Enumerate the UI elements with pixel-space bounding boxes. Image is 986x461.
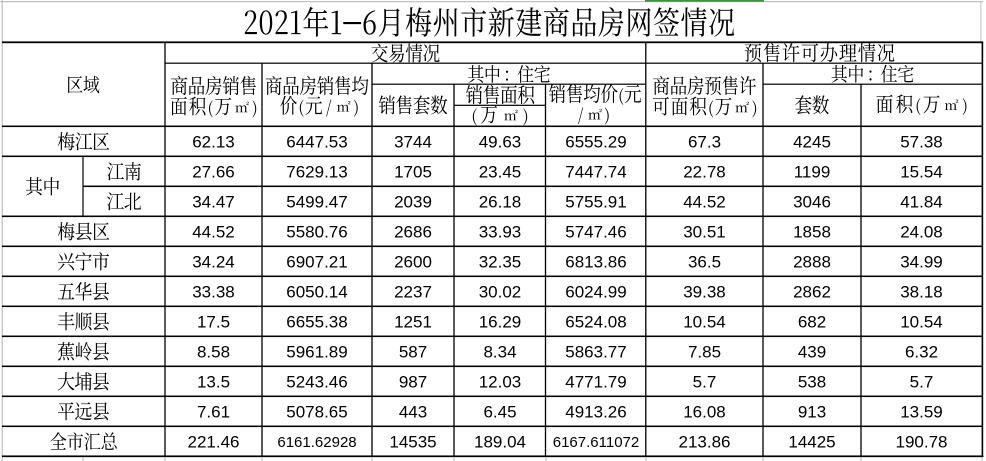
svg-text:33.38: 33.38: [192, 283, 235, 302]
svg-text:2888: 2888: [793, 253, 831, 272]
svg-text:538: 538: [798, 373, 826, 392]
svg-text:190.78: 190.78: [896, 433, 948, 452]
svg-text:682: 682: [798, 313, 826, 332]
svg-text:6907.21: 6907.21: [286, 253, 347, 272]
svg-text:443: 443: [399, 403, 427, 422]
svg-text:2862: 2862: [793, 283, 831, 302]
svg-text:30.51: 30.51: [683, 223, 726, 242]
svg-text:6813.86: 6813.86: [565, 253, 626, 272]
svg-text:15.54: 15.54: [900, 163, 943, 182]
svg-text:8.34: 8.34: [483, 343, 516, 362]
svg-text:14535: 14535: [389, 433, 436, 452]
svg-text:10.54: 10.54: [683, 313, 726, 332]
svg-text:3046: 3046: [793, 193, 831, 212]
svg-text:67.3: 67.3: [688, 133, 721, 152]
svg-text:6655.38: 6655.38: [286, 313, 347, 332]
svg-text:4913.26: 4913.26: [565, 403, 626, 422]
svg-text:2237: 2237: [394, 283, 432, 302]
svg-text:14425: 14425: [788, 433, 835, 452]
svg-text:7.61: 7.61: [197, 403, 230, 422]
svg-text:6024.99: 6024.99: [565, 283, 626, 302]
svg-text:5078.65: 5078.65: [286, 403, 347, 422]
svg-text:213.86: 213.86: [679, 433, 731, 452]
svg-text:2600: 2600: [394, 253, 432, 272]
svg-text:5.7: 5.7: [693, 373, 717, 392]
svg-text:30.02: 30.02: [479, 283, 522, 302]
svg-text:439: 439: [798, 343, 826, 362]
svg-text:34.24: 34.24: [192, 253, 235, 272]
svg-text:6555.29: 6555.29: [565, 133, 626, 152]
svg-text:23.45: 23.45: [479, 163, 522, 182]
svg-text:4771.79: 4771.79: [565, 373, 626, 392]
svg-text:6447.53: 6447.53: [286, 133, 347, 152]
svg-text:22.78: 22.78: [683, 163, 726, 182]
svg-text:16.08: 16.08: [683, 403, 726, 422]
svg-text:34.47: 34.47: [192, 193, 235, 212]
svg-text:1705: 1705: [394, 163, 432, 182]
svg-text:6524.08: 6524.08: [565, 313, 626, 332]
svg-text:39.38: 39.38: [683, 283, 726, 302]
svg-text:8.58: 8.58: [197, 343, 230, 362]
svg-text:6167.611072: 6167.611072: [553, 434, 639, 451]
svg-text:5.7: 5.7: [910, 373, 934, 392]
svg-text:1251: 1251: [394, 313, 432, 332]
svg-text:16.29: 16.29: [479, 313, 522, 332]
svg-text:10.54: 10.54: [900, 313, 943, 332]
svg-text:13.5: 13.5: [197, 373, 230, 392]
svg-text:5747.46: 5747.46: [565, 223, 626, 242]
svg-text:5243.46: 5243.46: [286, 373, 347, 392]
svg-text:5580.76: 5580.76: [286, 223, 347, 242]
svg-text:2686: 2686: [394, 223, 432, 242]
svg-text:24.08: 24.08: [900, 223, 943, 242]
svg-text:1199: 1199: [794, 163, 831, 182]
svg-text:49.63: 49.63: [479, 133, 522, 152]
svg-text:44.52: 44.52: [192, 223, 235, 242]
svg-text:13.59: 13.59: [900, 403, 943, 422]
svg-text:17.5: 17.5: [197, 313, 230, 332]
svg-text:3744: 3744: [394, 133, 432, 152]
svg-text:26.18: 26.18: [479, 193, 522, 212]
svg-text:12.03: 12.03: [479, 373, 522, 392]
svg-text:33.93: 33.93: [479, 223, 522, 242]
svg-text:41.84: 41.84: [900, 193, 943, 212]
svg-text:6050.14: 6050.14: [286, 283, 347, 302]
svg-text:7447.74: 7447.74: [565, 163, 626, 182]
svg-text:27.66: 27.66: [192, 163, 235, 182]
svg-text:36.5: 36.5: [688, 253, 721, 272]
svg-text:587: 587: [399, 343, 427, 362]
svg-text:62.13: 62.13: [192, 133, 235, 152]
svg-text:4245: 4245: [793, 133, 831, 152]
svg-text:5863.77: 5863.77: [565, 343, 626, 362]
svg-text:221.46: 221.46: [188, 433, 240, 452]
svg-text:32.35: 32.35: [479, 253, 522, 272]
svg-text:44.52: 44.52: [683, 193, 726, 212]
svg-text:1858: 1858: [793, 223, 831, 242]
svg-text:5755.91: 5755.91: [565, 193, 626, 212]
svg-text:189.04: 189.04: [474, 433, 526, 452]
svg-text:38.18: 38.18: [900, 283, 943, 302]
svg-text:2039: 2039: [394, 193, 432, 212]
svg-text:57.38: 57.38: [900, 133, 943, 152]
svg-text:7.85: 7.85: [688, 343, 721, 362]
svg-text:987: 987: [399, 373, 427, 392]
svg-text:5499.47: 5499.47: [286, 193, 347, 212]
svg-text:6.32: 6.32: [905, 343, 938, 362]
svg-text:6.45: 6.45: [483, 403, 516, 422]
svg-text:7629.13: 7629.13: [286, 163, 347, 182]
svg-text:913: 913: [798, 403, 826, 422]
svg-text:5961.89: 5961.89: [286, 343, 347, 362]
svg-text:34.99: 34.99: [900, 253, 943, 272]
svg-text:6161.62928: 6161.62928: [277, 434, 356, 451]
